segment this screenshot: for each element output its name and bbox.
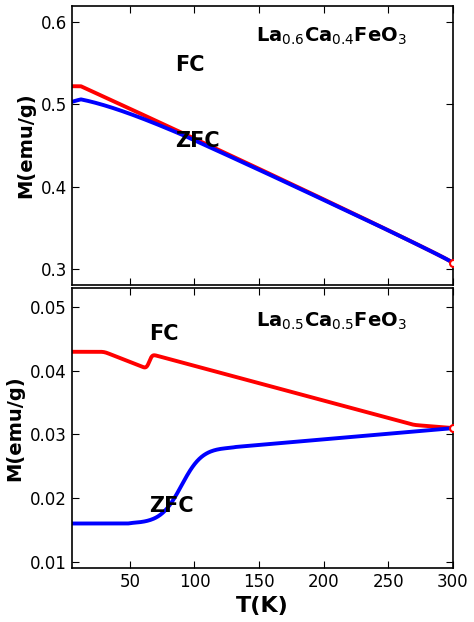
Text: ZFC: ZFC (175, 131, 220, 151)
X-axis label: T(K): T(K) (236, 596, 289, 616)
Y-axis label: M(emu/g): M(emu/g) (6, 375, 25, 481)
Text: FC: FC (149, 324, 179, 344)
Text: La$_{0.5}$Ca$_{0.5}$FeO$_3$: La$_{0.5}$Ca$_{0.5}$FeO$_3$ (256, 310, 407, 332)
Text: FC: FC (175, 55, 205, 75)
Text: ZFC: ZFC (149, 496, 194, 516)
Text: La$_{0.6}$Ca$_{0.4}$FeO$_3$: La$_{0.6}$Ca$_{0.4}$FeO$_3$ (256, 26, 407, 47)
Y-axis label: M(emu/g): M(emu/g) (16, 93, 35, 198)
